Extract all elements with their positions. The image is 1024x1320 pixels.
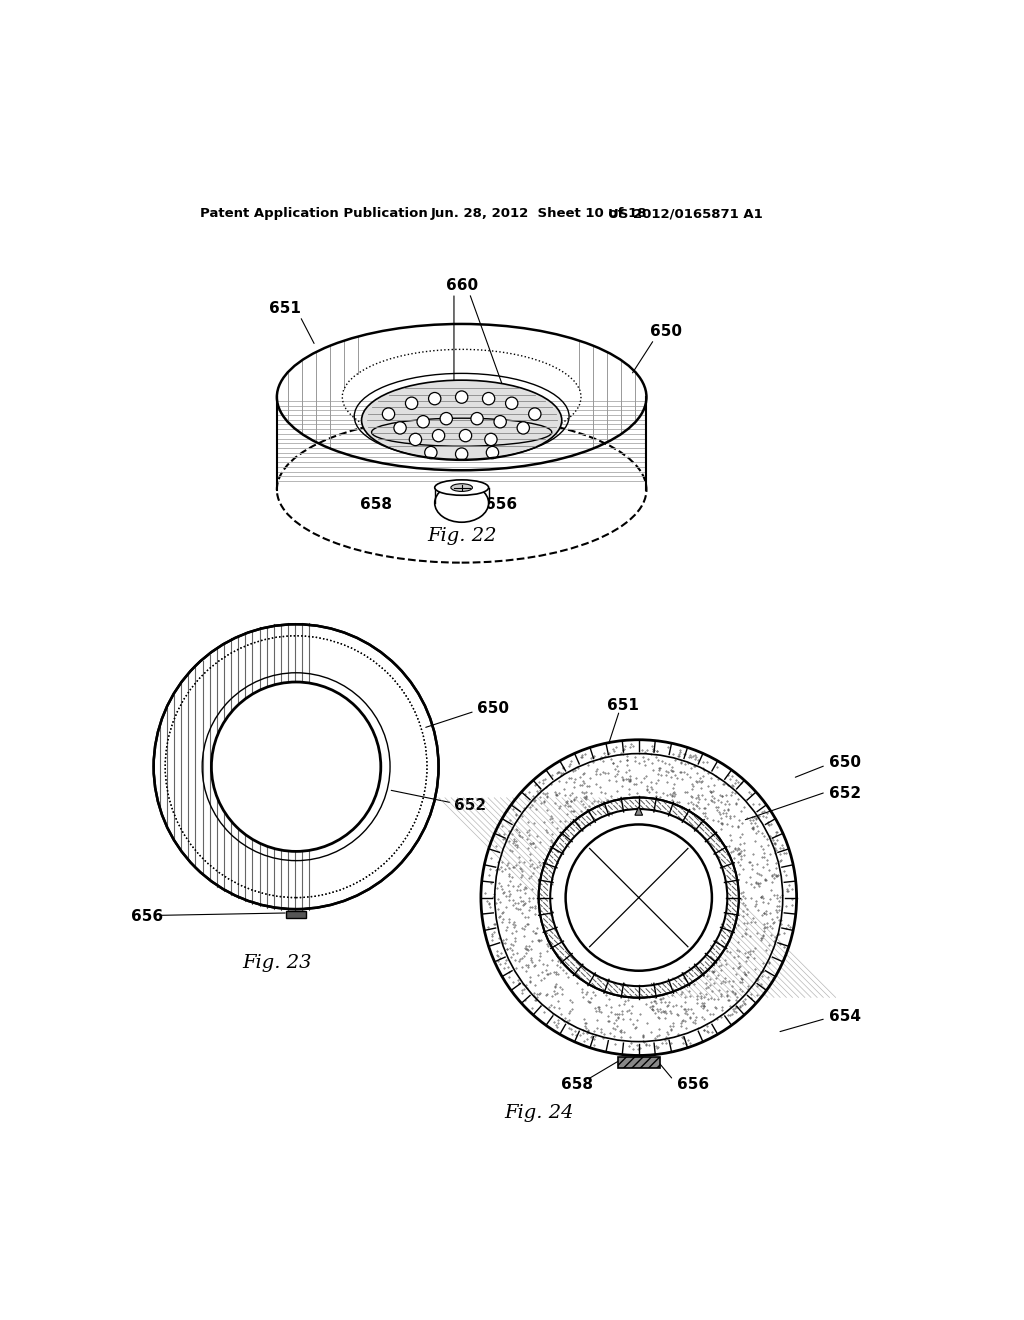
Ellipse shape bbox=[361, 380, 562, 461]
Circle shape bbox=[539, 797, 739, 998]
Bar bbox=[617, 1057, 659, 1068]
Circle shape bbox=[406, 397, 418, 409]
Circle shape bbox=[410, 433, 422, 446]
Text: 652: 652 bbox=[829, 787, 861, 801]
Circle shape bbox=[539, 797, 739, 998]
Circle shape bbox=[382, 408, 394, 420]
Text: Patent Application Publication: Patent Application Publication bbox=[200, 207, 428, 220]
Circle shape bbox=[456, 391, 468, 404]
Text: 660: 660 bbox=[445, 279, 478, 293]
Circle shape bbox=[429, 392, 441, 405]
Circle shape bbox=[460, 429, 472, 442]
Text: 656: 656 bbox=[677, 1077, 710, 1092]
Text: 658: 658 bbox=[561, 1077, 593, 1092]
Circle shape bbox=[417, 416, 429, 428]
Circle shape bbox=[425, 446, 437, 459]
Text: 650: 650 bbox=[829, 755, 861, 771]
Circle shape bbox=[486, 446, 499, 459]
Text: 660: 660 bbox=[607, 902, 639, 916]
Text: Jun. 28, 2012  Sheet 10 of 18: Jun. 28, 2012 Sheet 10 of 18 bbox=[431, 207, 647, 220]
Text: Fig. 23: Fig. 23 bbox=[242, 954, 311, 972]
Circle shape bbox=[432, 429, 444, 442]
Ellipse shape bbox=[451, 483, 472, 491]
Text: 656: 656 bbox=[484, 498, 517, 512]
Circle shape bbox=[494, 416, 506, 428]
Text: 651: 651 bbox=[268, 301, 300, 315]
Text: 656: 656 bbox=[131, 909, 163, 924]
Circle shape bbox=[440, 413, 453, 425]
Ellipse shape bbox=[276, 323, 646, 470]
Ellipse shape bbox=[276, 416, 646, 562]
Text: 651: 651 bbox=[607, 697, 639, 713]
Text: Fig. 24: Fig. 24 bbox=[504, 1105, 573, 1122]
Circle shape bbox=[517, 422, 529, 434]
Text: Fig. 22: Fig. 22 bbox=[427, 527, 497, 545]
Circle shape bbox=[481, 739, 797, 1056]
Circle shape bbox=[394, 422, 407, 434]
Text: 658: 658 bbox=[360, 498, 392, 512]
Circle shape bbox=[528, 408, 541, 420]
Ellipse shape bbox=[435, 483, 488, 523]
Circle shape bbox=[482, 392, 495, 405]
Text: 650: 650 bbox=[649, 325, 682, 339]
Circle shape bbox=[484, 433, 497, 446]
Text: US 2012/0165871 A1: US 2012/0165871 A1 bbox=[608, 207, 763, 220]
Ellipse shape bbox=[435, 480, 488, 495]
Circle shape bbox=[471, 413, 483, 425]
Text: 650: 650 bbox=[477, 701, 509, 717]
Circle shape bbox=[211, 682, 381, 851]
Polygon shape bbox=[635, 807, 643, 816]
Text: 654: 654 bbox=[829, 1010, 861, 1024]
Circle shape bbox=[456, 447, 468, 461]
Bar bbox=[287, 911, 306, 917]
Circle shape bbox=[506, 397, 518, 409]
Text: 652: 652 bbox=[454, 797, 486, 813]
Circle shape bbox=[565, 825, 712, 970]
Circle shape bbox=[155, 626, 438, 908]
